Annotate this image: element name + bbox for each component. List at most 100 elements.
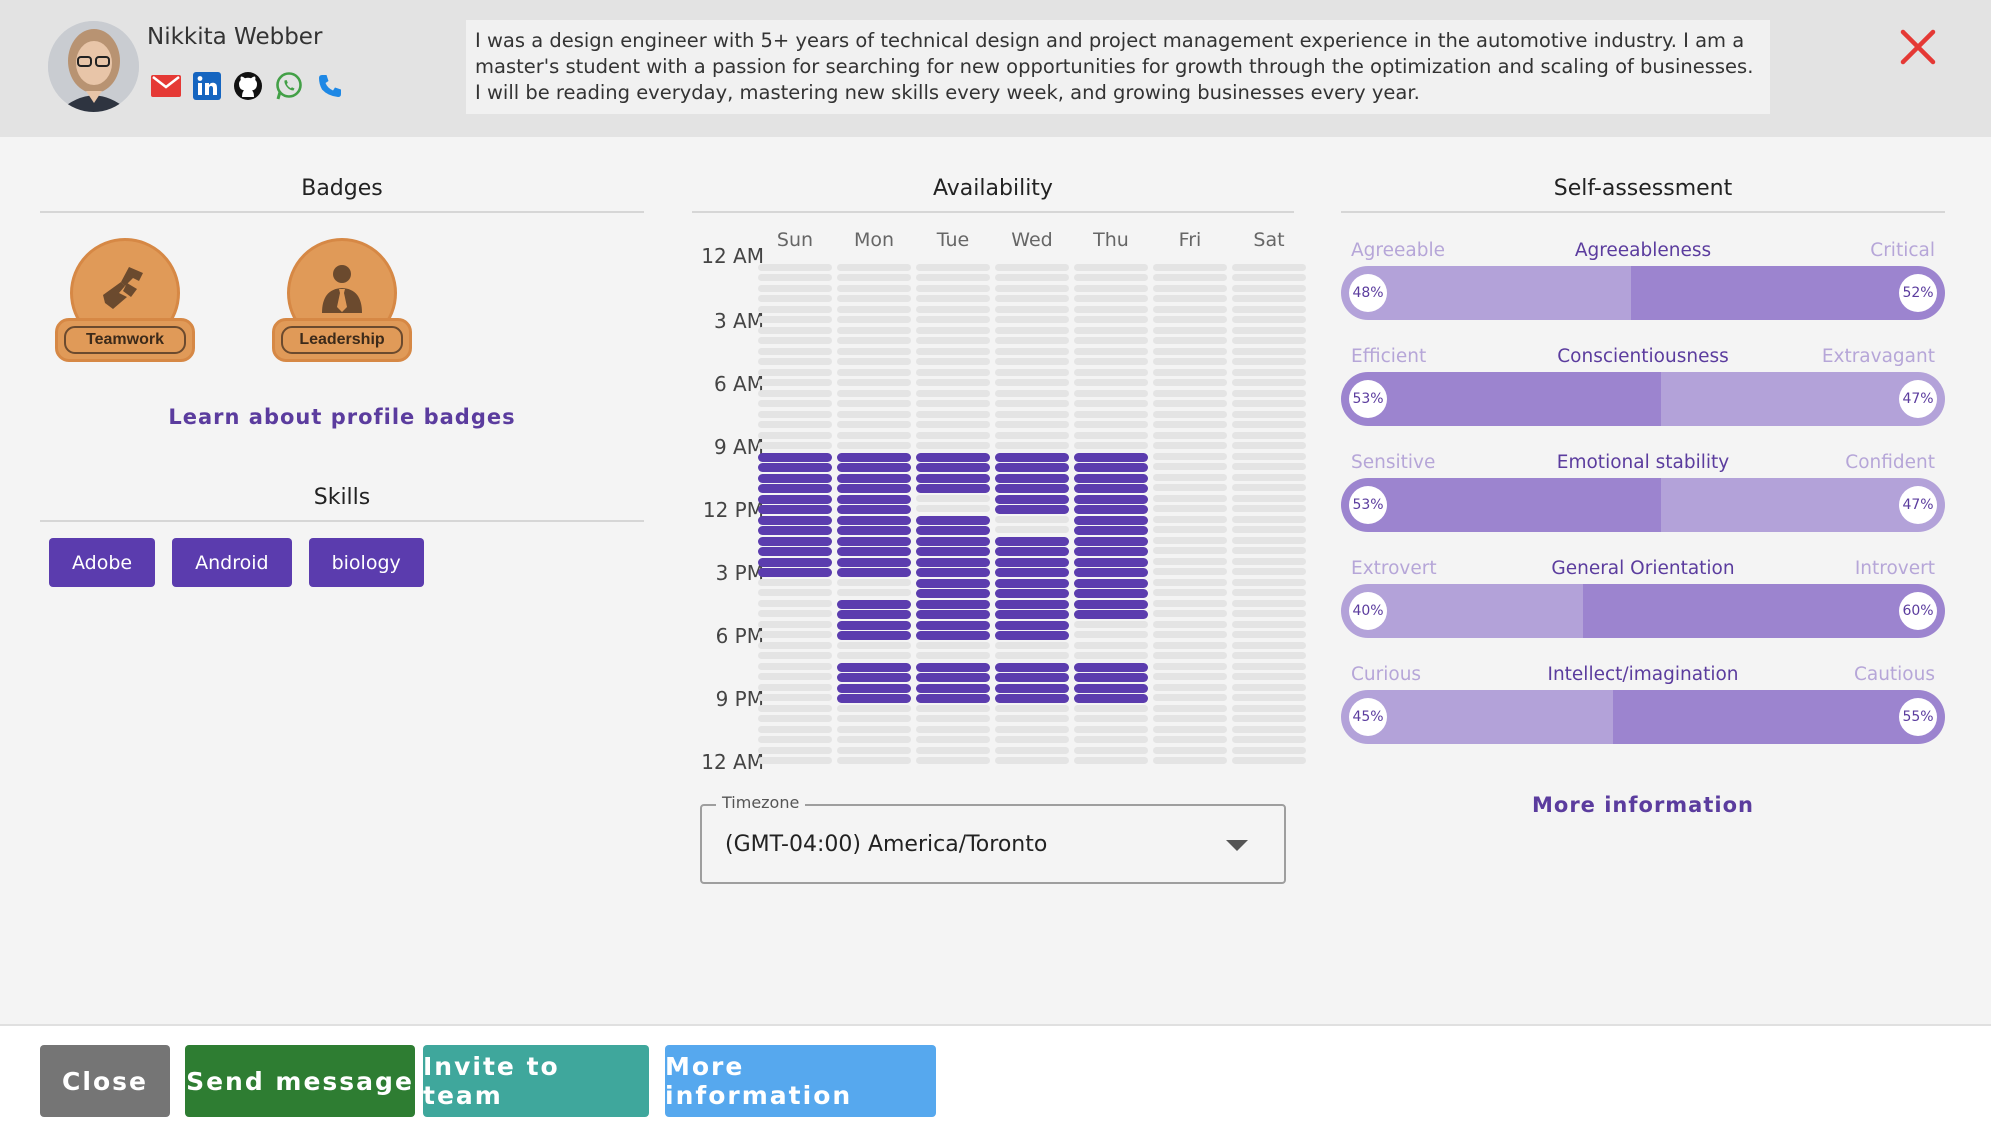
availability-slot[interactable]: [916, 736, 990, 743]
availability-slot[interactable]: [1232, 400, 1306, 407]
availability-slot[interactable]: [1232, 442, 1306, 449]
availability-slot[interactable]: [1153, 348, 1227, 355]
availability-slot[interactable]: [758, 484, 832, 493]
availability-slot[interactable]: [1074, 442, 1148, 449]
availability-slot[interactable]: [916, 516, 990, 525]
availability-slot[interactable]: [758, 579, 832, 586]
availability-slot[interactable]: [837, 705, 911, 712]
availability-slot[interactable]: [1232, 547, 1306, 554]
availability-slot[interactable]: [1074, 652, 1148, 659]
availability-slot[interactable]: [1153, 610, 1227, 617]
availability-slot[interactable]: [837, 400, 911, 407]
availability-slot[interactable]: [995, 600, 1069, 609]
availability-slot[interactable]: [837, 757, 911, 764]
availability-slot[interactable]: [916, 348, 990, 355]
email-icon[interactable]: [150, 70, 182, 102]
availability-slot[interactable]: [1153, 579, 1227, 586]
availability-slot[interactable]: [837, 547, 911, 556]
close-button[interactable]: Close: [40, 1045, 170, 1117]
availability-slot[interactable]: [837, 558, 911, 567]
availability-slot[interactable]: [995, 705, 1069, 712]
availability-slot[interactable]: [758, 421, 832, 428]
availability-slot[interactable]: [1232, 736, 1306, 743]
availability-slot[interactable]: [837, 537, 911, 546]
availability-slot[interactable]: [758, 474, 832, 483]
availability-slot[interactable]: [758, 348, 832, 355]
availability-slot[interactable]: [758, 684, 832, 691]
availability-slot[interactable]: [1074, 274, 1148, 281]
availability-slot[interactable]: [916, 558, 990, 567]
skill-chip[interactable]: biology: [308, 538, 424, 587]
availability-slot[interactable]: [1074, 568, 1148, 577]
availability-slot[interactable]: [1074, 673, 1148, 682]
availability-slot[interactable]: [1074, 537, 1148, 546]
availability-slot[interactable]: [995, 453, 1069, 462]
availability-slot[interactable]: [758, 726, 832, 733]
availability-slot[interactable]: [1074, 684, 1148, 693]
availability-slot[interactable]: [1153, 589, 1227, 596]
availability-slot[interactable]: [995, 274, 1069, 281]
availability-slot[interactable]: [1074, 484, 1148, 493]
availability-slot[interactable]: [916, 432, 990, 439]
availability-slot[interactable]: [1074, 285, 1148, 292]
availability-slot[interactable]: [916, 421, 990, 428]
availability-slot[interactable]: [995, 348, 1069, 355]
availability-slot[interactable]: [837, 316, 911, 323]
availability-slot[interactable]: [1232, 558, 1306, 565]
availability-slot[interactable]: [1074, 600, 1148, 609]
availability-slot[interactable]: [1232, 369, 1306, 376]
availability-slot[interactable]: [758, 631, 832, 638]
availability-slot[interactable]: [1232, 505, 1306, 512]
availability-slot[interactable]: [1232, 589, 1306, 596]
availability-slot[interactable]: [995, 316, 1069, 323]
availability-slot[interactable]: [1232, 264, 1306, 271]
availability-slot[interactable]: [837, 663, 911, 672]
availability-slot[interactable]: [1232, 474, 1306, 481]
availability-slot[interactable]: [837, 526, 911, 535]
availability-slot[interactable]: [1232, 715, 1306, 722]
availability-slot[interactable]: [1074, 516, 1148, 525]
availability-slot[interactable]: [758, 495, 832, 504]
availability-slot[interactable]: [758, 673, 832, 680]
close-icon[interactable]: [1897, 26, 1939, 68]
availability-slot[interactable]: [916, 390, 990, 397]
availability-slot[interactable]: [1232, 673, 1306, 680]
availability-slot[interactable]: [758, 558, 832, 567]
availability-slot[interactable]: [1153, 516, 1227, 523]
availability-slot[interactable]: [1153, 358, 1227, 365]
availability-slot[interactable]: [1232, 726, 1306, 733]
availability-slot[interactable]: [995, 484, 1069, 493]
availability-slot[interactable]: [916, 411, 990, 418]
availability-slot[interactable]: [1074, 379, 1148, 386]
availability-slot[interactable]: [1074, 642, 1148, 649]
availability-slot[interactable]: [1074, 369, 1148, 376]
availability-slot[interactable]: [916, 579, 990, 588]
availability-slot[interactable]: [837, 600, 911, 609]
availability-slot[interactable]: [837, 358, 911, 365]
availability-slot[interactable]: [916, 369, 990, 376]
availability-slot[interactable]: [995, 327, 1069, 334]
availability-slot[interactable]: [995, 652, 1069, 659]
availability-slot[interactable]: [837, 579, 911, 586]
availability-slot[interactable]: [758, 432, 832, 439]
availability-slot[interactable]: [1232, 579, 1306, 586]
linkedin-icon[interactable]: [191, 70, 223, 102]
availability-slot[interactable]: [1074, 558, 1148, 567]
availability-slot[interactable]: [995, 526, 1069, 533]
availability-slot[interactable]: [837, 274, 911, 281]
availability-slot[interactable]: [1074, 736, 1148, 743]
availability-slot[interactable]: [995, 537, 1069, 546]
availability-slot[interactable]: [1232, 390, 1306, 397]
availability-slot[interactable]: [916, 264, 990, 271]
availability-slot[interactable]: [1153, 673, 1227, 680]
availability-slot[interactable]: [1232, 337, 1306, 344]
availability-slot[interactable]: [1074, 505, 1148, 514]
availability-slot[interactable]: [837, 484, 911, 493]
availability-slot[interactable]: [995, 631, 1069, 640]
availability-slot[interactable]: [1153, 495, 1227, 502]
availability-slot[interactable]: [1074, 264, 1148, 271]
availability-slot[interactable]: [995, 474, 1069, 483]
availability-slot[interactable]: [995, 757, 1069, 764]
skill-chip[interactable]: Adobe: [49, 538, 156, 587]
availability-slot[interactable]: [837, 684, 911, 693]
